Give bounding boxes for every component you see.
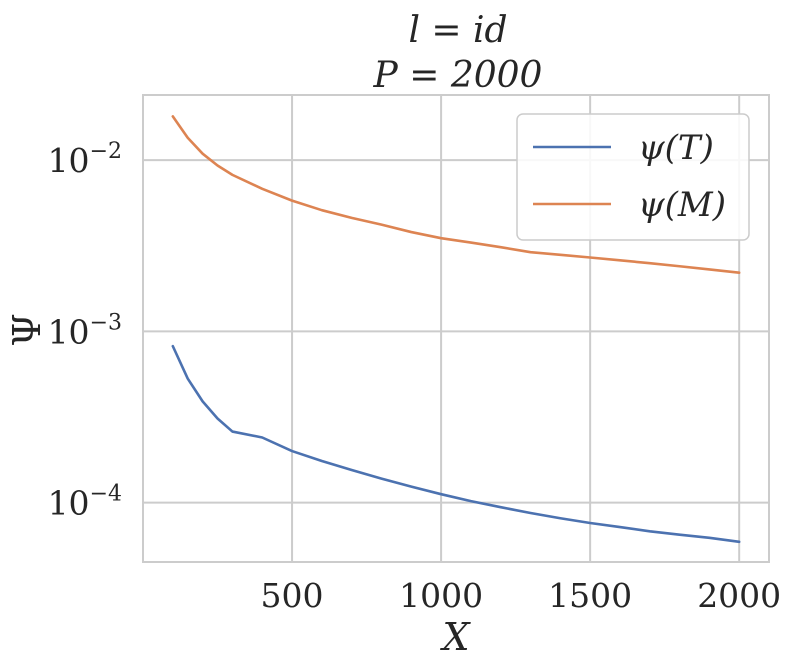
series-layer [171, 115, 741, 544]
x-tick-label: 2000 [697, 576, 781, 615]
chart-title-line-2: P = 2000 [373, 55, 543, 96]
chart-title: l = id P = 2000 [373, 10, 543, 96]
series-line [171, 115, 741, 275]
x-tick-label: 1000 [399, 576, 483, 615]
y-tick-label: 10−2 [48, 139, 122, 180]
y-tick-label: 10−3 [48, 310, 122, 351]
legend-label: ψ(T) [638, 128, 714, 168]
series-line [171, 344, 741, 544]
y-tick-label: 10−4 [48, 482, 122, 523]
chart-title-line-1: l = id [408, 10, 507, 51]
y-axis-ticks: 10−4 10−3 10−2 [48, 139, 122, 523]
x-axis-label: X [439, 615, 471, 659]
legend-label: ψ(M) [638, 185, 726, 225]
x-tick-label: 500 [261, 576, 324, 615]
x-axis-ticks: 500 1000 1500 2000 [261, 576, 782, 615]
y-axis-label: Ψ [5, 313, 49, 346]
legend-box [516, 113, 750, 241]
legend: ψ(T) ψ(M) [516, 113, 750, 241]
x-tick-label: 1500 [548, 576, 632, 615]
